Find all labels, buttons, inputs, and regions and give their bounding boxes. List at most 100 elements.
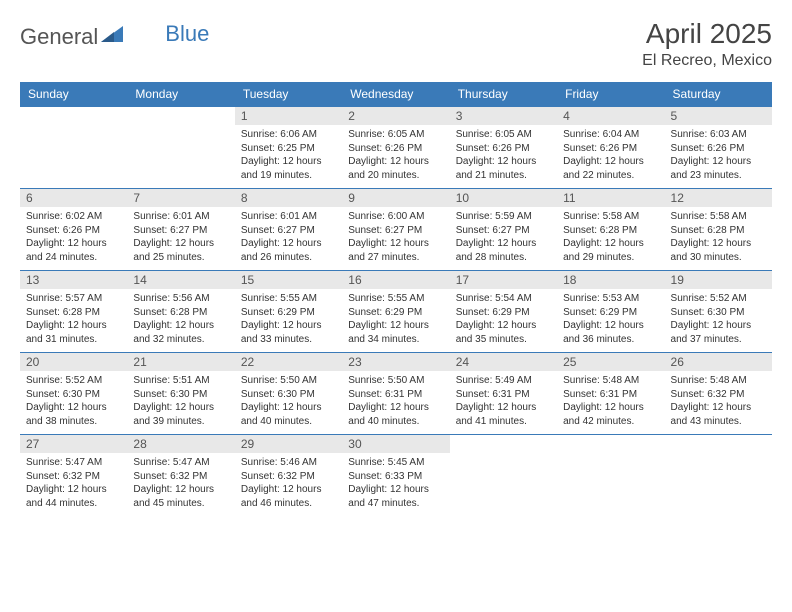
day-number: 9 bbox=[342, 189, 449, 207]
daylight-text: Daylight: 12 hours and 44 minutes. bbox=[26, 483, 121, 510]
day-cell: 12Sunrise: 5:58 AMSunset: 6:28 PMDayligh… bbox=[665, 189, 772, 271]
daylight-text: Daylight: 12 hours and 37 minutes. bbox=[671, 319, 766, 346]
day-number: 17 bbox=[450, 271, 557, 289]
sunrise-text: Sunrise: 5:50 AM bbox=[348, 374, 443, 388]
daylight-text: Daylight: 12 hours and 42 minutes. bbox=[563, 401, 658, 428]
daylight-text: Daylight: 12 hours and 28 minutes. bbox=[456, 237, 551, 264]
sunrise-text: Sunrise: 5:47 AM bbox=[26, 456, 121, 470]
day-cell: 20Sunrise: 5:52 AMSunset: 6:30 PMDayligh… bbox=[20, 353, 127, 435]
day-details: Sunrise: 5:52 AMSunset: 6:30 PMDaylight:… bbox=[665, 289, 772, 349]
week-row: 13Sunrise: 5:57 AMSunset: 6:28 PMDayligh… bbox=[20, 271, 772, 353]
daylight-text: Daylight: 12 hours and 32 minutes. bbox=[133, 319, 228, 346]
day-number: 16 bbox=[342, 271, 449, 289]
daylight-text: Daylight: 12 hours and 46 minutes. bbox=[241, 483, 336, 510]
sunrise-text: Sunrise: 5:51 AM bbox=[133, 374, 228, 388]
day-cell: 19Sunrise: 5:52 AMSunset: 6:30 PMDayligh… bbox=[665, 271, 772, 353]
day-number: 3 bbox=[450, 107, 557, 125]
sunset-text: Sunset: 6:29 PM bbox=[241, 306, 336, 320]
sunset-text: Sunset: 6:32 PM bbox=[133, 470, 228, 484]
daylight-text: Daylight: 12 hours and 41 minutes. bbox=[456, 401, 551, 428]
day-details: Sunrise: 5:47 AMSunset: 6:32 PMDaylight:… bbox=[20, 453, 127, 513]
sunset-text: Sunset: 6:32 PM bbox=[26, 470, 121, 484]
calendar-body: 1Sunrise: 6:06 AMSunset: 6:25 PMDaylight… bbox=[20, 107, 772, 517]
daylight-text: Daylight: 12 hours and 23 minutes. bbox=[671, 155, 766, 182]
daylight-text: Daylight: 12 hours and 39 minutes. bbox=[133, 401, 228, 428]
day-cell: 15Sunrise: 5:55 AMSunset: 6:29 PMDayligh… bbox=[235, 271, 342, 353]
sunset-text: Sunset: 6:28 PM bbox=[671, 224, 766, 238]
week-row: 6 Sunrise: 6:02 AMSunset: 6:26 PM Daylight… bbox=[20, 189, 772, 271]
day-details: Sunrise: 5:47 AMSunset: 6:32 PMDaylight:… bbox=[127, 453, 234, 513]
day-cell bbox=[20, 107, 127, 189]
sunset-text: Sunset: 6:26 PM bbox=[26, 224, 121, 238]
day-header-tuesday: Tuesday bbox=[235, 82, 342, 107]
calendar-page: General Blue April 2025 El Recreo, Mexic… bbox=[0, 0, 792, 535]
sunrise-text: Sunrise: 6:05 AM bbox=[456, 128, 551, 142]
sunset-text: Sunset: 6:30 PM bbox=[26, 388, 121, 402]
day-details: Sunrise: 5:56 AMSunset: 6:28 PMDaylight:… bbox=[127, 289, 234, 349]
day-number: 14 bbox=[127, 271, 234, 289]
day-cell bbox=[450, 435, 557, 517]
day-cell: 21 Sunrise: 5:51 AMSunset: 6:30 PMDayligh… bbox=[127, 353, 234, 435]
day-number: 2 bbox=[342, 107, 449, 125]
daylight-text: Daylight: 12 hours and 47 minutes. bbox=[348, 483, 443, 510]
day-number: 25 bbox=[557, 353, 664, 371]
day-number: 28 bbox=[127, 435, 234, 453]
day-header-wednesday: Wednesday bbox=[342, 82, 449, 107]
day-number: 7 bbox=[127, 189, 234, 207]
day-cell: 5Sunrise: 6:03 AMSunset: 6:26 PMDaylight… bbox=[665, 107, 772, 189]
day-header-monday: Monday bbox=[127, 82, 234, 107]
sunset-text: Sunset: 6:28 PM bbox=[563, 224, 658, 238]
day-number: 10 bbox=[450, 189, 557, 207]
day-cell: 30Sunrise: 5:45 AMSunset: 6:33 PMDayligh… bbox=[342, 435, 449, 517]
day-cell: 18Sunrise: 5:53 AMSunset: 6:29 PMDayligh… bbox=[557, 271, 664, 353]
daylight-text: Daylight: 12 hours and 19 minutes. bbox=[241, 155, 336, 182]
sunset-text: Sunset: 6:25 PM bbox=[241, 142, 336, 156]
sunset-text: Sunset: 6:30 PM bbox=[241, 388, 336, 402]
day-cell bbox=[557, 435, 664, 517]
day-cell: 17Sunrise: 5:54 AMSunset: 6:29 PMDayligh… bbox=[450, 271, 557, 353]
sunrise-text: Sunrise: 5:53 AM bbox=[563, 292, 658, 306]
sunset-text: Sunset: 6:27 PM bbox=[348, 224, 443, 238]
daylight-text: Daylight: 12 hours and 22 minutes. bbox=[563, 155, 658, 182]
week-row: 20Sunrise: 5:52 AMSunset: 6:30 PMDayligh… bbox=[20, 353, 772, 435]
week-row: 1Sunrise: 6:06 AMSunset: 6:25 PMDaylight… bbox=[20, 107, 772, 189]
day-cell: 14Sunrise: 5:56 AMSunset: 6:28 PMDayligh… bbox=[127, 271, 234, 353]
sunrise-text: Sunrise: 5:52 AM bbox=[671, 292, 766, 306]
daylight-text: Daylight: 12 hours and 34 minutes. bbox=[348, 319, 443, 346]
day-number: 6 bbox=[20, 189, 127, 207]
sunset-text: Sunset: 6:28 PM bbox=[133, 306, 228, 320]
day-details: Sunrise: 6:06 AMSunset: 6:25 PMDaylight:… bbox=[235, 125, 342, 185]
daylight-text: Daylight: 12 hours and 40 minutes. bbox=[241, 401, 336, 428]
day-number: 11 bbox=[557, 189, 664, 207]
sunrise-text: Sunrise: 5:55 AM bbox=[241, 292, 336, 306]
logo-text-blue: Blue bbox=[165, 21, 209, 47]
day-cell: 27Sunrise: 5:47 AMSunset: 6:32 PMDayligh… bbox=[20, 435, 127, 517]
day-cell: 7Sunrise: 6:01 AMSunset: 6:27 PMDaylight… bbox=[127, 189, 234, 271]
day-cell: 25Sunrise: 5:48 AMSunset: 6:31 PMDayligh… bbox=[557, 353, 664, 435]
day-details: Sunrise: 6:04 AMSunset: 6:26 PMDaylight:… bbox=[557, 125, 664, 185]
day-number: 1 bbox=[235, 107, 342, 125]
daylight-text: Daylight: 12 hours and 45 minutes. bbox=[133, 483, 228, 510]
day-cell: 2Sunrise: 6:05 AMSunset: 6:26 PMDaylight… bbox=[342, 107, 449, 189]
day-header-row: Sunday Monday Tuesday Wednesday Thursday… bbox=[20, 82, 772, 107]
sunrise-text: Sunrise: 6:02 AM bbox=[26, 210, 121, 224]
sunset-text: Sunset: 6:31 PM bbox=[563, 388, 658, 402]
day-number: 21 bbox=[127, 353, 234, 371]
day-cell: 26Sunrise: 5:48 AMSunset: 6:32 PMDayligh… bbox=[665, 353, 772, 435]
day-details: Sunrise: 5:45 AMSunset: 6:33 PMDaylight:… bbox=[342, 453, 449, 513]
sunrise-text: Sunrise: 6:00 AM bbox=[348, 210, 443, 224]
day-details: Sunrise: 5:59 AMSunset: 6:27 PMDaylight:… bbox=[450, 207, 557, 267]
daylight-text: Daylight: 12 hours and 30 minutes. bbox=[671, 237, 766, 264]
day-cell: 9Sunrise: 6:00 AMSunset: 6:27 PMDaylight… bbox=[342, 189, 449, 271]
day-details: Sunrise: 6:05 AMSunset: 6:26 PMDaylight:… bbox=[342, 125, 449, 185]
daylight-text: Daylight: 12 hours and 35 minutes. bbox=[456, 319, 551, 346]
day-details: Sunrise: 5:57 AMSunset: 6:28 PMDaylight:… bbox=[20, 289, 127, 349]
day-cell: 16Sunrise: 5:55 AMSunset: 6:29 PMDayligh… bbox=[342, 271, 449, 353]
day-header-saturday: Saturday bbox=[665, 82, 772, 107]
day-details: Sunrise: 5:53 AMSunset: 6:29 PMDaylight:… bbox=[557, 289, 664, 349]
day-details: Sunrise: 5:48 AMSunset: 6:31 PMDaylight:… bbox=[557, 371, 664, 431]
sunset-text: Sunset: 6:30 PM bbox=[133, 388, 228, 402]
day-cell bbox=[665, 435, 772, 517]
sunrise-text: Sunrise: 6:01 AM bbox=[241, 210, 336, 224]
sunrise-text: Sunrise: 6:05 AM bbox=[348, 128, 443, 142]
